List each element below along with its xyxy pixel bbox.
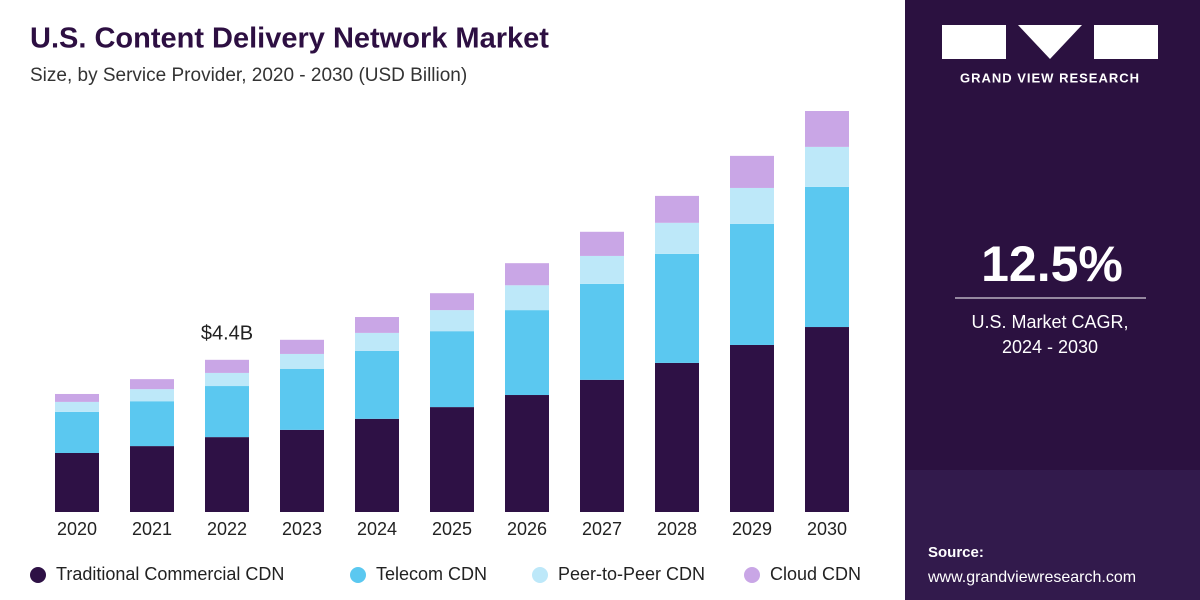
bar-segment	[130, 401, 174, 447]
bar-segment	[805, 146, 849, 187]
bar-segment	[730, 223, 774, 345]
bar-segment	[505, 285, 549, 311]
cagr-value: 12.5%	[981, 236, 1123, 292]
x-tick-label: 2022	[207, 519, 247, 539]
bar-segment	[580, 283, 624, 380]
bar-segment	[805, 327, 849, 512]
x-tick-label: 2021	[132, 519, 172, 539]
source-url: www.grandviewresearch.com	[927, 569, 1136, 586]
bar-segment	[280, 368, 324, 430]
legend-marker	[744, 567, 760, 583]
legend-label: Telecom CDN	[376, 564, 487, 584]
annotation: $4.4B	[201, 322, 253, 344]
bar-segment	[355, 350, 399, 419]
bar-segment	[580, 231, 624, 256]
x-tick-label: 2029	[732, 519, 772, 539]
bar-segment	[205, 359, 249, 373]
x-tick-label: 2023	[282, 519, 322, 539]
x-tick-label: 2030	[807, 519, 847, 539]
bar-segment	[805, 186, 849, 328]
bar-segment	[355, 418, 399, 512]
bar-segment	[655, 253, 699, 363]
bar-segment	[430, 407, 474, 512]
panel-footer	[905, 470, 1200, 600]
bar-segment	[355, 317, 399, 333]
x-tick-label: 2020	[57, 519, 97, 539]
bar-segment	[205, 372, 249, 387]
chart-title: U.S. Content Delivery Network Market	[30, 23, 549, 55]
cagr-label: U.S. Market CAGR,	[971, 312, 1128, 332]
chart-subtitle: Size, by Service Provider, 2020 - 2030 (…	[30, 65, 467, 86]
bar-segment	[580, 379, 624, 512]
x-tick-label: 2025	[432, 519, 472, 539]
bar-segment	[130, 446, 174, 512]
bar-segment	[130, 379, 174, 390]
logo	[942, 25, 1158, 59]
cagr-label: 2024 - 2030	[1002, 337, 1098, 357]
legend-marker	[350, 567, 366, 583]
bar-segment	[205, 386, 249, 438]
bar-segment	[280, 353, 324, 369]
x-tick-label: 2024	[357, 519, 397, 539]
x-tick-label: 2027	[582, 519, 622, 539]
bar-segment	[505, 263, 549, 286]
bar-segment	[505, 310, 549, 396]
legend-marker	[30, 567, 46, 583]
bar-segment	[280, 429, 324, 512]
bar-segment	[430, 331, 474, 408]
logo-g	[942, 25, 1006, 59]
x-tick-label: 2028	[657, 519, 697, 539]
legend-label: Peer-to-Peer CDN	[558, 564, 705, 584]
logo-r	[1094, 25, 1158, 59]
x-tick-label: 2026	[507, 519, 547, 539]
bar-segment	[730, 344, 774, 512]
bar-segment	[505, 395, 549, 512]
bar-segment	[55, 452, 99, 512]
legend-marker	[532, 567, 548, 583]
bar-segment	[430, 293, 474, 311]
bar-segment	[130, 389, 174, 402]
bar-segment	[805, 111, 849, 147]
bar-segment	[55, 411, 99, 453]
bar-segment	[655, 222, 699, 254]
bar-segment	[655, 195, 699, 223]
bar-segment	[655, 362, 699, 512]
bar-segment	[355, 332, 399, 351]
bar-segment	[55, 401, 99, 412]
source-label: Source:	[928, 544, 984, 561]
bar-segment	[730, 187, 774, 224]
bar-segment	[730, 155, 774, 188]
legend-label: Traditional Commercial CDN	[56, 564, 284, 584]
logo-v	[1018, 25, 1082, 59]
bar-segment	[280, 339, 324, 354]
bar-segment	[55, 393, 99, 402]
legend-label: Cloud CDN	[770, 564, 861, 584]
bar-segment	[205, 437, 249, 512]
brand: GRAND VIEW RESEARCH	[960, 70, 1140, 85]
bar-segment	[430, 310, 474, 332]
bar-segment	[580, 255, 624, 284]
